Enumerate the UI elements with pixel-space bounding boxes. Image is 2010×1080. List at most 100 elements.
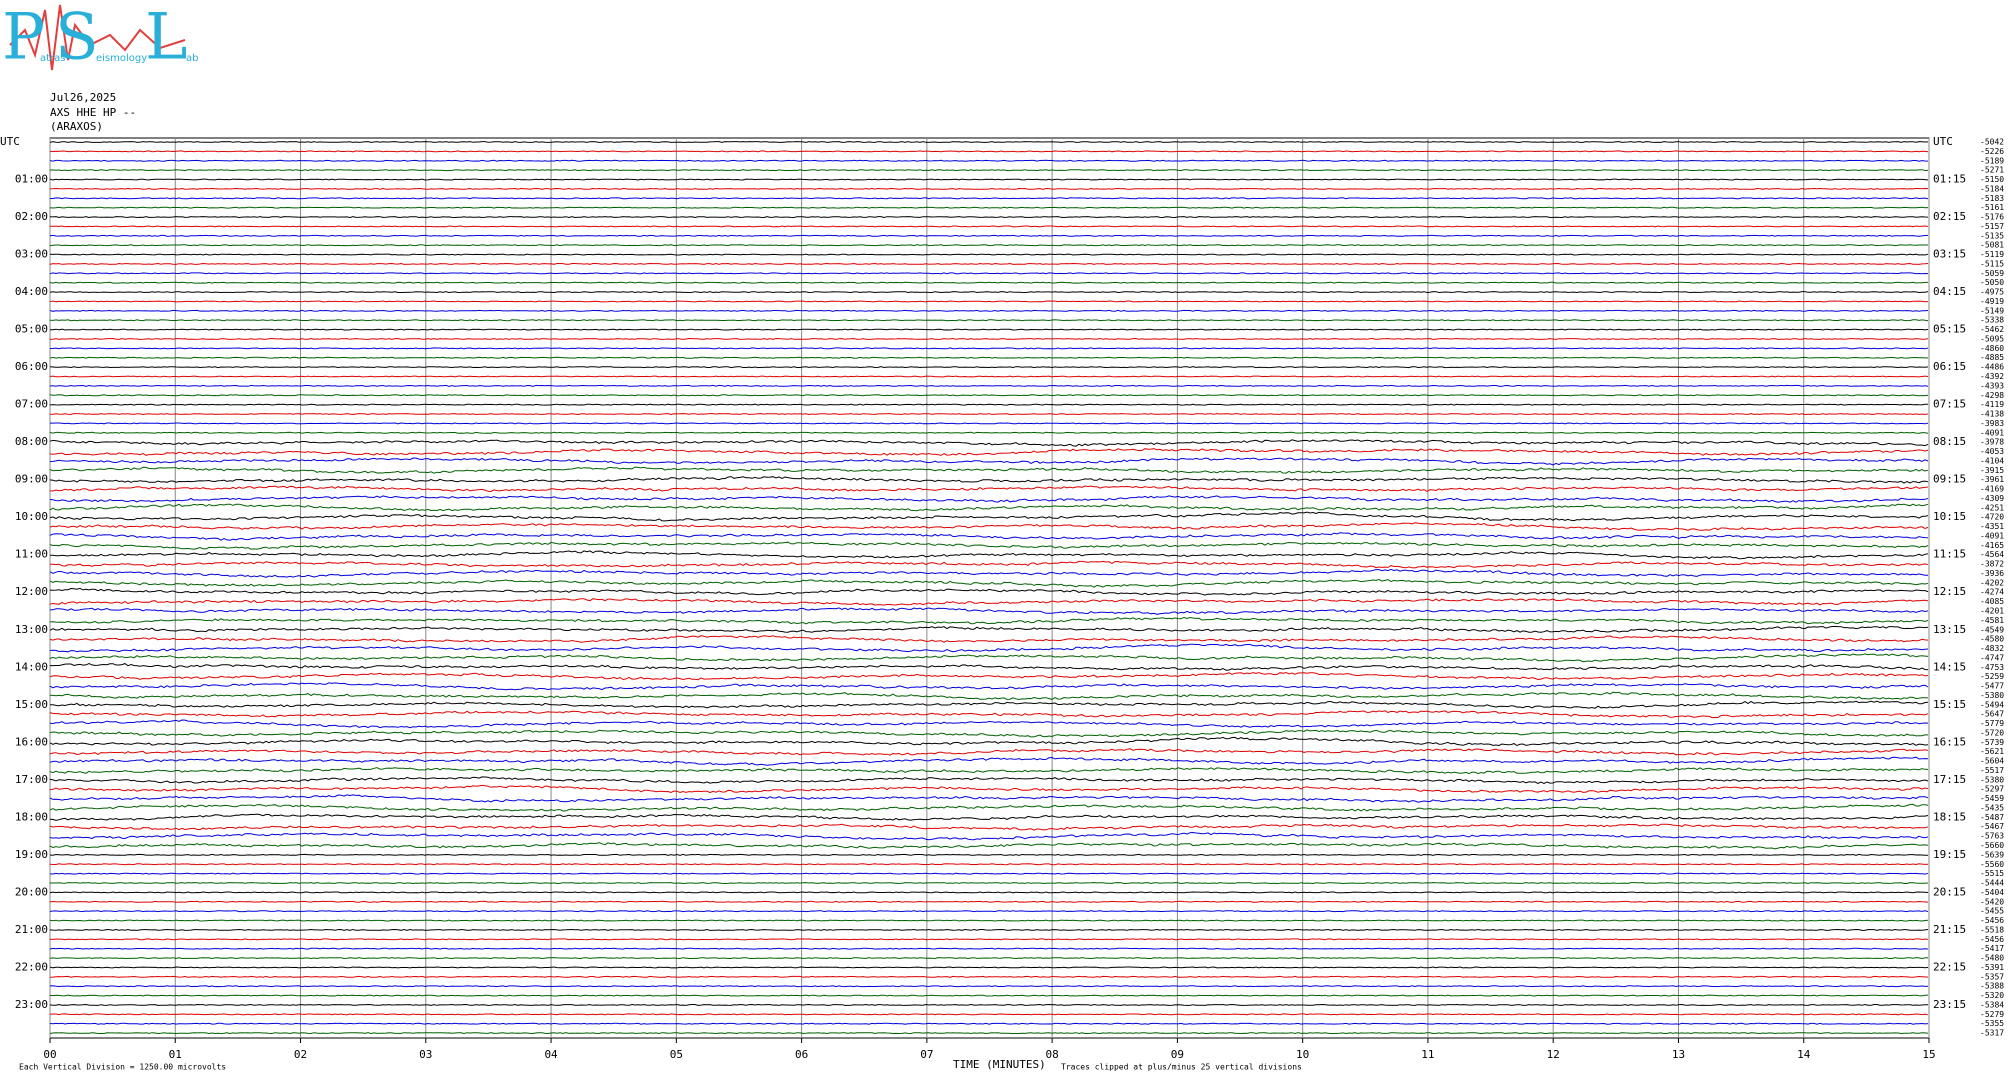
- trace-offset: -4053: [1980, 447, 2004, 456]
- trace: [49, 891, 1929, 894]
- trace: [49, 794, 1929, 803]
- trace: [49, 347, 1929, 350]
- logo-letter: L: [145, 1, 188, 75]
- logo-squiggle: [9, 4, 186, 71]
- trace-offset: -4393: [1980, 381, 2004, 390]
- trace-offset: -5183: [1980, 194, 2004, 203]
- trace-offset: -5081: [1980, 241, 2004, 250]
- trace: [49, 691, 1929, 701]
- trace-offset: -5455: [1980, 907, 2004, 916]
- row-label-left: 07:00: [15, 398, 48, 411]
- trace: [49, 503, 1929, 512]
- trace: [49, 625, 1929, 633]
- row-label-left: 02:00: [15, 210, 48, 223]
- trace-offset: -4564: [1980, 550, 2004, 559]
- x-tick-label: 06: [795, 1048, 808, 1061]
- trace: [49, 448, 1929, 456]
- trace: [49, 957, 1929, 960]
- trace-offset: -5150: [1980, 175, 2004, 184]
- row-label-left: 22:00: [15, 960, 48, 973]
- row-label-right: 06:15: [1933, 360, 1966, 373]
- trace: [50, 700, 1929, 709]
- trace-offset: -4580: [1980, 635, 2004, 644]
- trace: [49, 729, 1929, 738]
- trace-offset: -5135: [1980, 231, 2004, 240]
- x-tick-label: 13: [1672, 1048, 1685, 1061]
- logo-word: ab: [186, 53, 198, 64]
- trace-offset: -5467: [1980, 822, 2004, 831]
- trace-offset: -5720: [1980, 728, 2004, 737]
- trace: [50, 225, 1929, 228]
- trace-offset: -5176: [1980, 213, 2004, 222]
- trace: [49, 947, 1929, 950]
- trace-offset: -3978: [1980, 438, 2004, 447]
- trace: [49, 1003, 1928, 1006]
- trace-offset: -5317: [1980, 1029, 2004, 1038]
- trace: [49, 300, 1929, 303]
- trace-offset: -4309: [1980, 494, 2004, 503]
- row-label-right: 03:15: [1933, 248, 1966, 261]
- trace: [49, 719, 1929, 729]
- x-tick-label: 03: [419, 1048, 432, 1061]
- trace: [49, 511, 1929, 522]
- trace: [49, 985, 1929, 988]
- trace-offset: -4201: [1980, 607, 2004, 616]
- row-label-right: 23:15: [1933, 998, 1966, 1011]
- trace: [49, 394, 1929, 397]
- trace: [49, 178, 1929, 181]
- trace-offset: -5059: [1980, 269, 2004, 278]
- row-label-left: 13:00: [15, 623, 48, 636]
- trace-offset: -4549: [1980, 625, 2004, 634]
- trace: [49, 919, 1929, 922]
- trace: [49, 975, 1929, 978]
- trace: [49, 169, 1929, 172]
- x-tick-label: 07: [920, 1048, 933, 1061]
- row-label-left: UTC: [0, 135, 20, 148]
- trace: [49, 776, 1929, 785]
- trace-offset: -3872: [1980, 560, 2004, 569]
- x-axis-label: TIME (MINUTES): [953, 1058, 1046, 1071]
- trace-offset: -5647: [1980, 710, 2004, 719]
- trace-offset: -4091: [1980, 531, 2004, 540]
- logo-word: eismology: [96, 53, 147, 64]
- row-label-left: 21:00: [15, 923, 48, 936]
- x-tick-label: 09: [1171, 1048, 1184, 1061]
- trace: [49, 309, 1929, 312]
- trace: [49, 1032, 1929, 1035]
- trace: [49, 244, 1928, 247]
- row-label-right: 01:15: [1933, 173, 1966, 186]
- row-label-right: 08:15: [1933, 435, 1966, 448]
- trace-offset: -5459: [1980, 794, 2004, 803]
- trace-offset: -5380: [1980, 691, 2004, 700]
- logo-letter: S: [55, 1, 99, 75]
- trace: [50, 560, 1929, 569]
- trace-offset: -4747: [1980, 653, 2004, 662]
- row-label-left: 01:00: [15, 173, 48, 186]
- trace: [50, 413, 1929, 416]
- trace: [49, 319, 1929, 322]
- x-tick-label: 08: [1046, 1048, 1059, 1061]
- trace-offset: -5320: [1980, 991, 2004, 1000]
- trace: [49, 439, 1929, 447]
- trace-offset: -5779: [1980, 719, 2004, 728]
- row-label-right: 14:15: [1933, 660, 1966, 673]
- x-tick-label: 01: [169, 1048, 182, 1061]
- trace-offset: -5259: [1980, 672, 2004, 681]
- scale-note: Each Vertical Division = 1250.00 microvo…: [19, 1063, 226, 1072]
- trace: [49, 784, 1929, 794]
- trace-offset: -5444: [1980, 879, 2004, 888]
- trace-offset: -5604: [1980, 757, 2004, 766]
- trace: [50, 337, 1929, 340]
- trace: [49, 853, 1928, 856]
- trace: [49, 206, 1929, 209]
- trace: [49, 823, 1929, 831]
- row-label-left: 04:00: [15, 285, 48, 298]
- row-label-right: 12:15: [1933, 585, 1966, 598]
- trace-offset: -5404: [1980, 888, 2004, 897]
- trace: [49, 1013, 1929, 1016]
- logo-word: atras: [40, 53, 66, 64]
- trace: [49, 682, 1929, 691]
- trace: [49, 281, 1929, 284]
- trace: [49, 966, 1929, 969]
- trace: [50, 328, 1929, 331]
